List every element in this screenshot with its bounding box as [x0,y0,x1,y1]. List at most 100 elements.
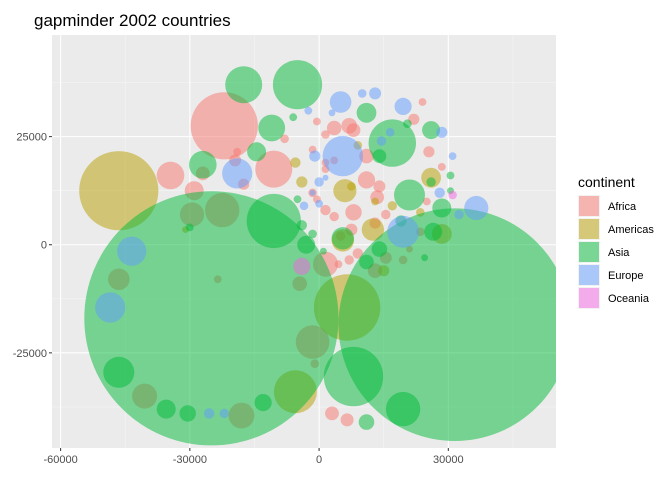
x-tick-label: 30000 [433,454,464,466]
x-axis: -60000 -30000 0 30000 [43,448,464,466]
y-tick-label: 25000 [16,132,47,144]
bubble-asia [446,171,455,180]
bubble-asia [394,179,425,211]
bubble-oceania [293,257,311,275]
bubble-asia [320,247,327,255]
bubble-asia [403,119,412,128]
bubble-americas [79,151,159,231]
legend-label-asia: Asia [608,247,630,259]
bubble-asia [359,254,374,270]
bubble-asia [356,102,377,123]
bubble-americas [361,218,385,241]
bubble-africa [359,148,374,164]
bubble-asia [254,394,272,412]
bubble-europe [394,97,412,115]
legend-swatch-africa [579,196,599,216]
bubble-europe [315,199,323,208]
legend-swatch-oceania [579,288,599,308]
bubble-asia [84,191,339,446]
x-tick-label: 0 [316,454,322,466]
bubble-asia [189,150,217,179]
bubble-europe [376,136,387,146]
legend-swatch-europe [579,265,599,285]
bubble-asia [432,198,452,218]
bubble-asia [246,193,301,249]
bubble-europe [357,89,367,98]
bubble-asia [424,222,443,241]
bubble-africa [422,197,431,206]
legend-swatch-asia [579,242,599,262]
bubble-asia [331,227,354,250]
bubble-asia [103,356,135,388]
bubble-europe [314,177,324,187]
bubble-africa [357,171,376,189]
legend-title: continent [578,174,635,190]
bubble-africa [345,204,362,221]
bubble-europe [117,236,147,266]
y-tick-label: -25000 [13,348,47,360]
bubble-asia [422,121,441,140]
bubble-africa [423,146,435,158]
bubble-europe [309,189,316,196]
legend-swatch-americas [579,219,599,239]
bubble-africa [233,147,242,156]
bubble-americas [296,176,308,188]
bubble-europe [448,152,457,161]
bubble-africa [321,130,330,139]
bubble-asia [185,223,194,232]
bubble-europe [454,209,464,220]
bubble-africa [280,134,289,144]
bubble-asia [296,220,307,231]
legend-label-americas: Americas [608,224,654,236]
bubble-europe [434,187,445,198]
bubble-asia [371,241,388,257]
bubble-africa [313,117,321,126]
bubble-africa [190,92,258,160]
bubble-asia [308,229,317,239]
bubble-asia [323,346,384,407]
bubble-africa [326,120,342,136]
bubble-asia [258,114,286,142]
bubble-europe [328,109,336,117]
bubble-africa [373,180,386,193]
bubble-asia [272,60,323,110]
bubble-europe [219,408,229,419]
bubble-africa [329,211,339,222]
bubble-africa [320,204,331,216]
bubble-europe [95,292,126,323]
bubble-asia [289,113,298,122]
bubble-europe [322,174,329,181]
bubble-africa [255,150,293,188]
bubble-asia [179,405,196,422]
legend-label-africa: Africa [608,201,637,213]
plot-area [52,35,556,448]
bubble-europe [329,91,352,113]
bubble-africa [340,413,354,427]
bubble-africa [346,123,361,137]
x-tick-label: -60000 [43,454,77,466]
bubble-africa [352,248,363,259]
bubble-europe [385,128,395,137]
bubble-europe [222,158,253,189]
bubble-europe [299,201,309,211]
y-tick-label: 0 [41,240,47,252]
bubble-asia [426,177,436,187]
bubble-europe [322,135,363,177]
bubble-asia [385,391,421,427]
bubble-asia [358,414,375,430]
bubble-africa [418,98,427,106]
bubble-africa [325,406,339,421]
bubble-europe [464,195,489,221]
bubble-europe [204,408,215,419]
bubble-asia [338,208,556,441]
y-axis: -25000 0 25000 [13,132,52,360]
bubble-asia [247,142,267,162]
bubble-africa [437,163,446,171]
bubble-europe [304,106,313,115]
bubble-asia [225,66,263,104]
legend-label-oceania: Oceania [608,293,650,305]
bubble-europe [369,87,382,100]
bubble-africa [334,260,343,269]
bubble-oceania [448,190,457,200]
